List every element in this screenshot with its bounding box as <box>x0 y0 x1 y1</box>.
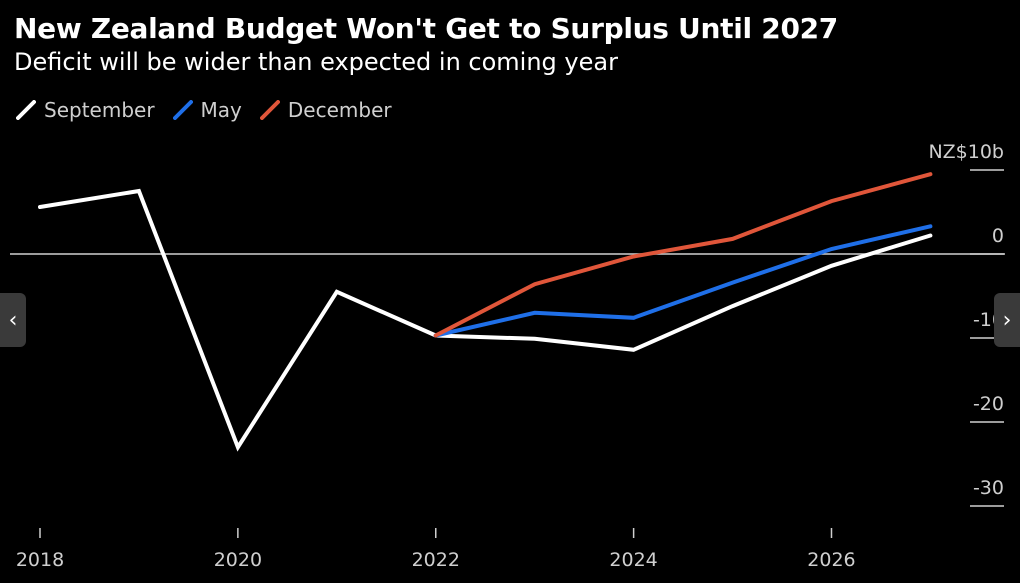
x-tick-label-2020: 2020 <box>214 549 262 571</box>
legend-swatch-may <box>172 100 193 120</box>
next-chart-button[interactable]: › <box>994 293 1020 347</box>
x-tick-label-2022: 2022 <box>412 549 460 571</box>
legend-swatch-september <box>16 100 36 120</box>
legend-label-september: September <box>44 98 155 122</box>
y-tick-label-0: 0 <box>992 225 1004 247</box>
legend-item-may: May <box>172 98 242 122</box>
legend: September May December <box>16 98 392 122</box>
x-tick-label-2026: 2026 <box>807 549 855 571</box>
previous-chart-button[interactable]: ‹ <box>0 293 26 347</box>
legend-item-december: December <box>259 98 392 122</box>
y-tick-label--30: -30 <box>973 477 1004 499</box>
series-line-may <box>433 224 933 338</box>
legend-label-december: December <box>287 98 392 122</box>
series-line-december <box>433 172 933 338</box>
legend-label-may: May <box>200 98 242 122</box>
x-tick-label-2018: 2018 <box>16 549 64 571</box>
legend-item-september: September <box>16 98 155 122</box>
chart-title: New Zealand Budget Won't Get to Surplus … <box>14 12 838 45</box>
y-tick-label-10: NZ$10b <box>928 141 1004 163</box>
chart-subtitle: Deficit will be wider than expected in c… <box>14 48 618 76</box>
series-line-september <box>38 188 933 452</box>
x-tick-label-2024: 2024 <box>609 549 657 571</box>
y-tick-label--20: -20 <box>973 393 1004 415</box>
legend-swatch-december <box>259 100 280 120</box>
